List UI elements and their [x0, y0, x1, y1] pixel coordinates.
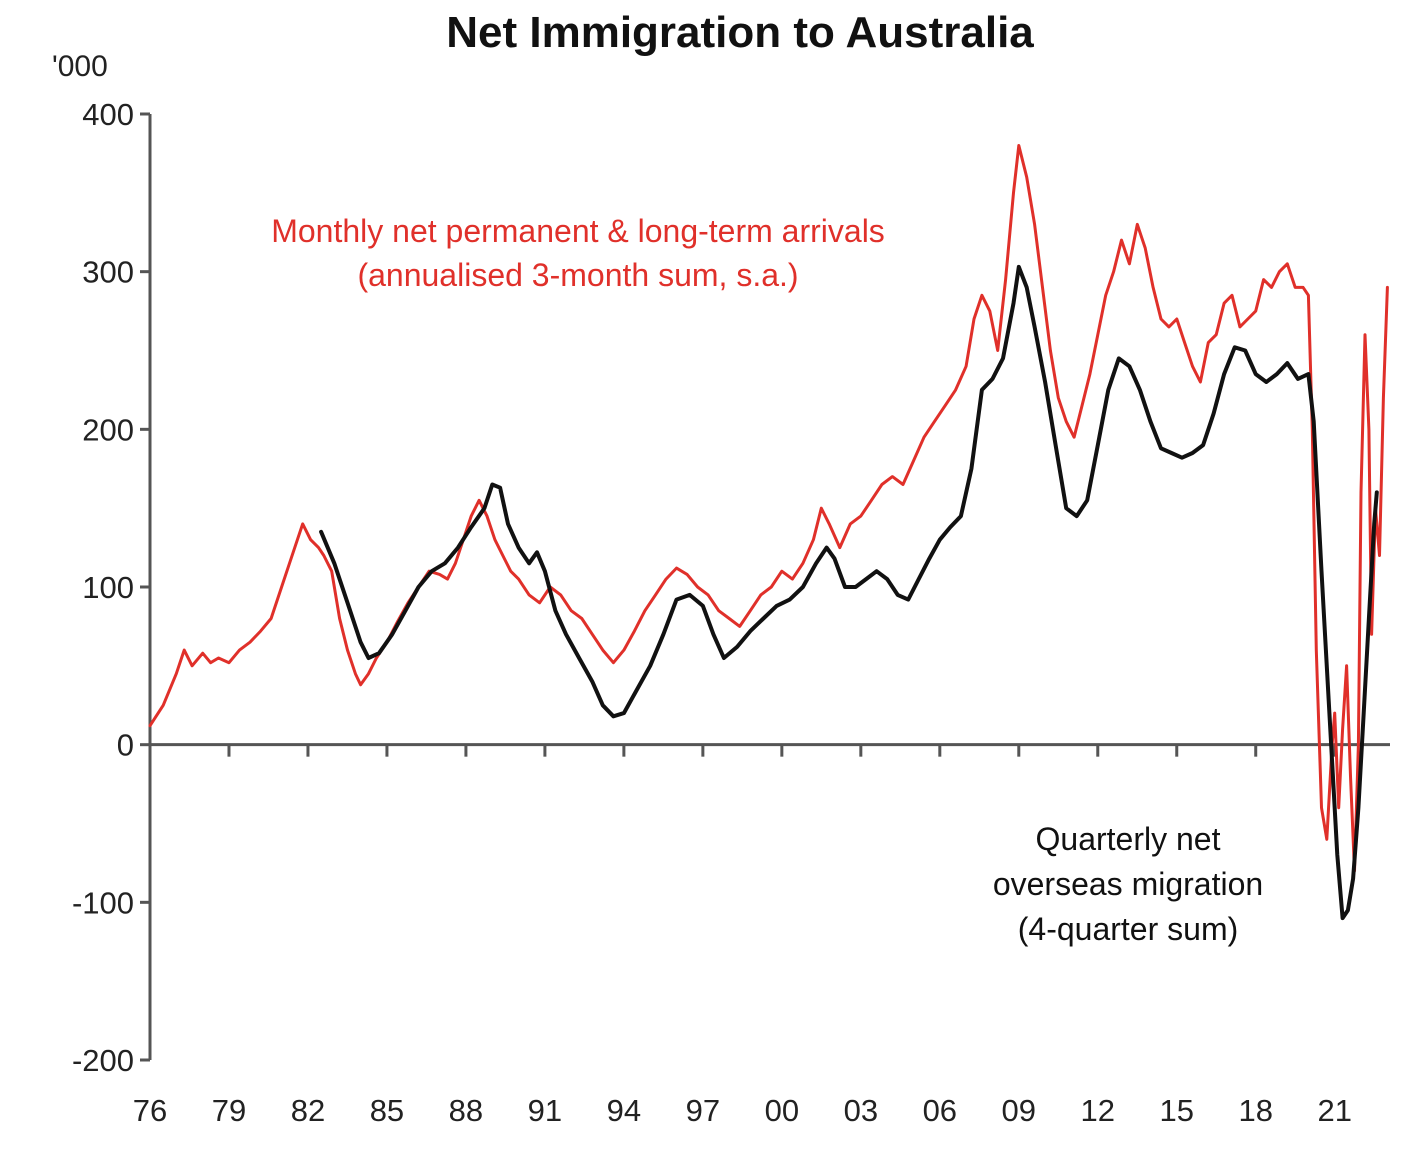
y-tick-label: 200 [82, 412, 134, 447]
red-series-annotation: Monthly net permanent & long-term arriva… [271, 213, 885, 293]
chart-title: Net Immigration to Australia [446, 8, 1034, 57]
black-series-annotation: Quarterly net overseas migration (4-quar… [993, 821, 1263, 947]
x-tick-label: 06 [923, 1093, 957, 1128]
y-axis: 400 300 200 100 0 -100 -200 [72, 97, 150, 1078]
series-layer [148, 144, 1389, 921]
x-tick-label: 85 [370, 1093, 404, 1128]
x-tick-label: 76 [133, 1093, 167, 1128]
y-tick-label: 300 [82, 255, 134, 290]
x-tick-label: 88 [449, 1093, 483, 1128]
x-tick-label: 21 [1317, 1093, 1351, 1128]
x-tick-label: 18 [1238, 1093, 1272, 1128]
black-series-label-line1: Quarterly net [1036, 821, 1221, 857]
black-series-label-line3: (4-quarter sum) [1018, 911, 1239, 947]
x-tick-label: 00 [765, 1093, 799, 1128]
x-tick-label: 03 [844, 1093, 878, 1128]
x-tick-label: 94 [607, 1093, 641, 1128]
y-tick-label: 100 [82, 570, 134, 605]
x-tick-label: 15 [1160, 1093, 1194, 1128]
red-series-label-line1: Monthly net permanent & long-term arriva… [271, 213, 885, 249]
x-tick-label: 97 [686, 1093, 720, 1128]
black-series-label-line2: overseas migration [993, 866, 1263, 902]
x-axis: 76 79 82 85 88 91 94 97 00 03 06 09 12 15 18 21 [133, 744, 1352, 1128]
series-line-black [319, 264, 1379, 921]
series-line-red [148, 144, 1389, 873]
x-tick-label: 12 [1081, 1093, 1115, 1128]
x-tick-label: 91 [528, 1093, 562, 1128]
y-tick-label: -200 [72, 1043, 134, 1078]
red-series-label-line2: (annualised 3-month sum, s.a.) [357, 257, 798, 293]
y-tick-label: 400 [82, 97, 134, 132]
y-tick-label: 0 [117, 728, 134, 763]
x-tick-label: 79 [212, 1093, 246, 1128]
x-tick-label: 09 [1002, 1093, 1036, 1128]
y-unit-label: '000 [52, 50, 108, 83]
x-tick-label: 82 [291, 1093, 325, 1128]
y-tick-label: -100 [72, 885, 134, 920]
